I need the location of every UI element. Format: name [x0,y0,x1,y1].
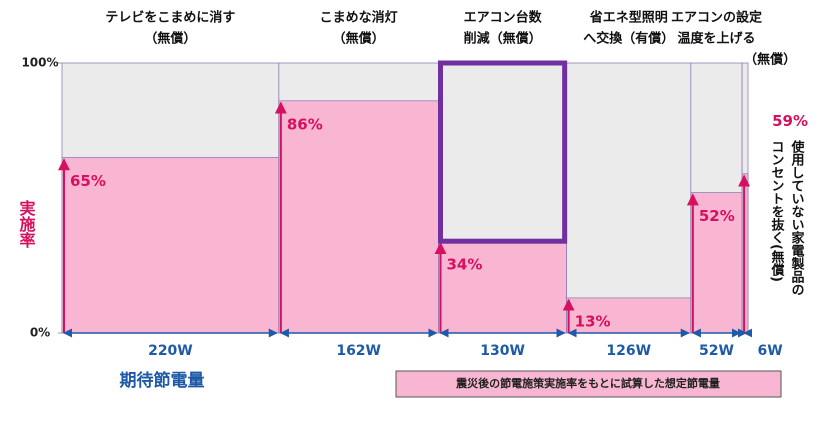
value-label: 52% [699,207,735,225]
y-axis-label: 実施率 [17,199,36,249]
note-box [395,370,782,398]
bar [438,240,568,334]
category-label: 使用していない家電製品の [789,139,806,296]
value-label: 13% [575,312,611,330]
category-label: （無償） [144,31,196,47]
value-label: 86% [287,115,323,133]
background-segment [566,62,692,334]
note: 震災後の節電施策実施率をもとに試算した想定節電量 [455,376,720,390]
bar [690,192,743,334]
category-label: 省エネ型照明 [589,10,668,26]
width-label: 6W [757,343,782,359]
category-label: エアコンの設定 [671,10,762,26]
category-label: 温度を上げる [677,31,755,47]
category-label: エアコン台数 [464,10,543,26]
width-label: 52W [699,343,734,359]
category-label: こまめな消灯 [320,10,398,26]
width-label: 220W [148,343,193,359]
x-axis-label: 期待節電量 [120,370,205,391]
bar [566,297,692,334]
category-label: へ交換（有償） [583,31,674,47]
category-label: （無償） [744,52,796,68]
category-label: テレビをこまめに消す [105,10,235,26]
category-label: （無償） [333,31,385,47]
width-label: 130W [480,343,525,359]
value-label: 65% [70,172,106,190]
category-label: 削減（無償） [464,31,542,47]
bar [61,157,280,334]
value-label: 59% [772,112,808,130]
y-tick-label: 100% [21,56,58,70]
width-label: 126W [606,343,651,359]
width-label: 162W [336,343,381,359]
y-tick-label: 0% [30,326,50,340]
value-label: 34% [447,256,483,274]
category-label: コンセントを抜く(無償) [769,140,786,282]
highlight-frame [438,60,568,244]
bar [278,100,439,334]
